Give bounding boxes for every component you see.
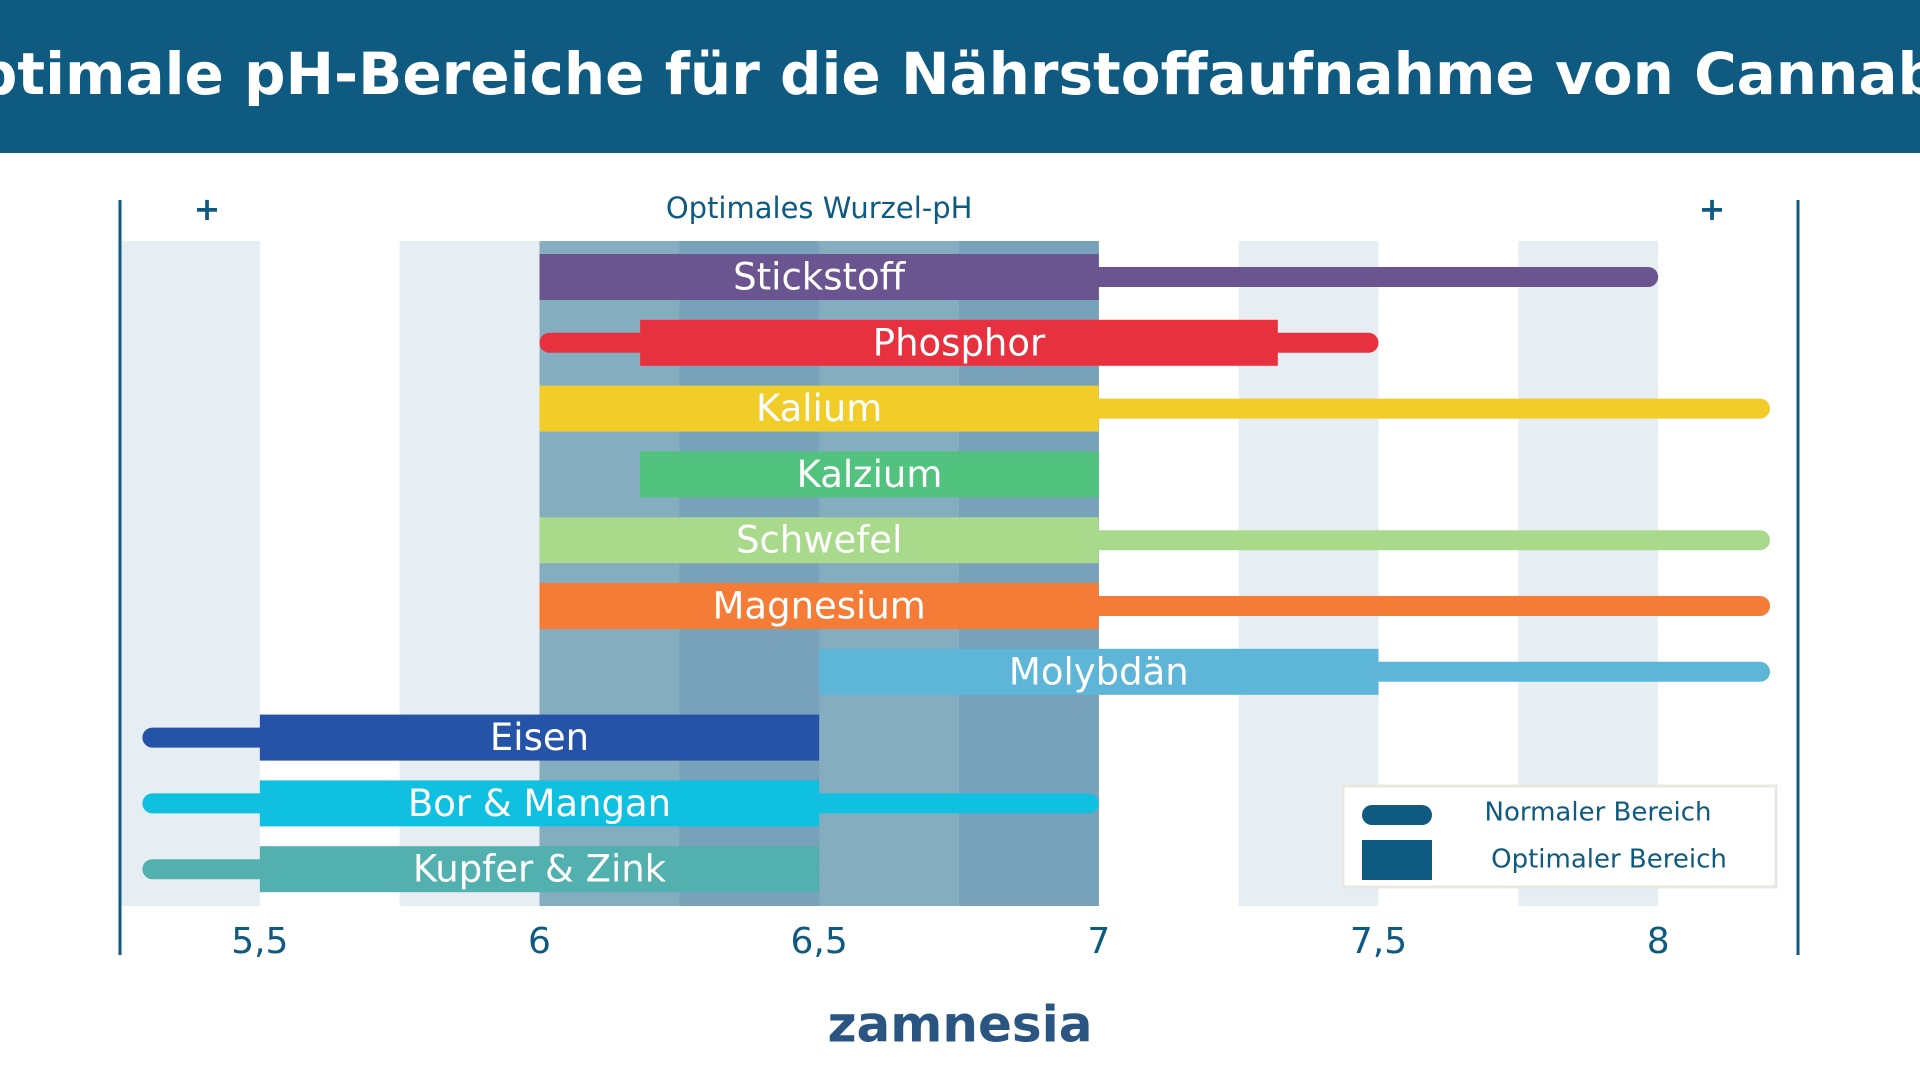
legend-normal-swatch [1362, 805, 1432, 825]
bar-label: Bor & Mangan [408, 782, 671, 825]
bar-label: Kalium [756, 387, 882, 430]
legend-label: Normaler Bereich [1485, 798, 1712, 828]
optimal-range-bar [640, 319, 1278, 366]
x-tick-label: 5,5 [231, 921, 288, 962]
optimal-range-bar [539, 517, 1099, 564]
x-tick-label: 7,5 [1350, 921, 1407, 962]
header-bg [0, 0, 1920, 153]
optimal-range-bar [259, 780, 820, 827]
top-symbol: + [1699, 190, 1726, 228]
optimal-range-bar [539, 385, 1099, 432]
optimal-range-bar [640, 451, 1099, 498]
x-tick-label: 6 [528, 921, 551, 962]
optimal-range-bar [819, 648, 1379, 695]
optimal-range-bar [259, 846, 820, 893]
bar-label: Kupfer & Zink [413, 848, 667, 891]
highlight-label: Optimales Wurzel-pH [666, 191, 973, 225]
optimal-range-bar [539, 254, 1099, 300]
optimal-range-bar [539, 583, 1099, 629]
x-tick-label: 7 [1087, 921, 1110, 962]
top-symbol: + [194, 190, 221, 228]
bar-label: Schwefel [736, 519, 902, 562]
bar-label: Phosphor [873, 321, 1046, 364]
optimal-range-bar [259, 714, 820, 761]
bar-label: Stickstoff [733, 256, 906, 299]
legend-optimal-swatch [1362, 840, 1432, 880]
legend-label: Optimaler Bereich [1491, 845, 1727, 875]
x-tick-label: 6,5 [791, 921, 848, 962]
bar-label: Eisen [490, 716, 589, 759]
chart-title: Optimale pH-Bereiche für die Nährstoffau… [0, 40, 1920, 108]
bar-label: Magnesium [712, 585, 925, 628]
x-tick-label: 8 [1647, 921, 1670, 962]
plot-area: Optimales Wurzel-pH + +5,5 6 6,5 7 7,5 8 Stickst… [118, 190, 1800, 962]
bar-label: Molybdän [1009, 650, 1189, 693]
bar-label: Kalzium [797, 453, 943, 496]
brand-logo: zamnesia [827, 996, 1092, 1054]
